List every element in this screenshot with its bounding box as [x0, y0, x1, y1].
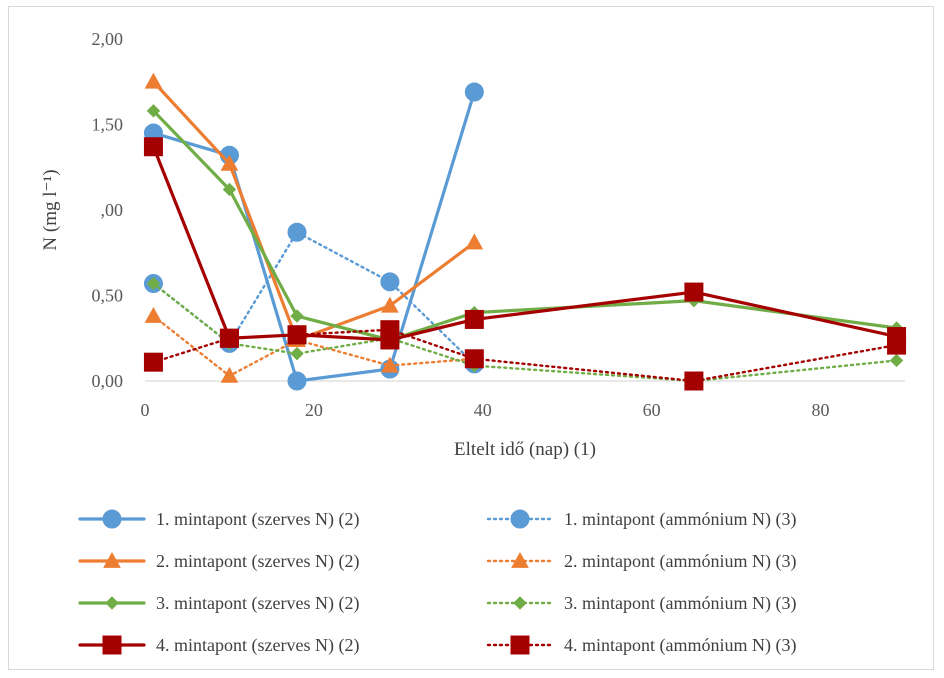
legend-label: 1. mintapont (szerves N) (2)	[156, 509, 359, 530]
x-tick-label: 0	[141, 400, 150, 420]
data-point	[222, 182, 237, 197]
data-point	[464, 309, 484, 329]
x-tick-label: 60	[643, 400, 661, 420]
legend-label: 2. mintapont (szerves N) (2)	[156, 551, 359, 572]
plot-area	[143, 72, 907, 391]
y-tick-label: 2,00	[92, 29, 124, 49]
legend-marker	[510, 509, 530, 529]
legend-item: 3. mintapont (szerves N) (2)	[78, 593, 359, 614]
legend-marker	[103, 551, 121, 568]
series-line	[152, 328, 898, 383]
legend-label: 2. mintapont (ammónium N) (3)	[564, 551, 796, 572]
data-point	[464, 349, 484, 369]
legend-label: 4. mintapont (szerves N) (2)	[156, 635, 359, 656]
y-tick-label: 0,50	[92, 286, 124, 306]
data-point	[287, 222, 307, 242]
legend-item: 1. mintapont (ammónium N) (3)	[486, 509, 796, 530]
legend-marker	[102, 509, 122, 529]
data-point	[219, 328, 239, 348]
series-line	[151, 109, 899, 342]
legend-item: 4. mintapont (szerves N) (2)	[78, 635, 359, 656]
data-point	[684, 371, 704, 391]
y-tick-label: 0,00	[92, 371, 124, 391]
data-point	[287, 325, 307, 345]
series-line	[152, 282, 898, 383]
data-point	[146, 104, 161, 118]
data-point	[144, 306, 163, 323]
data-point	[287, 371, 307, 391]
series-line	[151, 80, 476, 342]
data-point	[887, 335, 907, 355]
data-point	[381, 356, 399, 373]
data-point	[464, 82, 484, 102]
legend-item: 2. mintapont (szerves N) (2)	[78, 551, 359, 572]
x-tick-label: 80	[812, 400, 830, 420]
data-point	[684, 282, 704, 302]
legend-label: 3. mintapont (ammónium N) (3)	[564, 593, 796, 614]
x-tick-label: 20	[305, 400, 323, 420]
y-axis-title: N (mg l⁻¹)	[40, 169, 61, 250]
legend-marker	[511, 551, 529, 568]
data-point	[220, 366, 239, 383]
chart-frame	[8, 6, 934, 670]
y-tick-label: 1,50	[92, 115, 124, 135]
legend-item: 4. mintapont (ammónium N) (3)	[486, 635, 796, 656]
data-point	[290, 346, 304, 361]
series-line	[152, 314, 476, 378]
series-2	[143, 222, 484, 374]
legend-item: 1. mintapont (szerves N) (2)	[78, 509, 359, 530]
legend-marker	[105, 596, 119, 610]
legend-item: 2. mintapont (ammónium N) (3)	[486, 551, 796, 572]
data-point	[290, 309, 304, 323]
y-tick-labels: 0,00 0,50 ,00 1,50 2,00	[92, 29, 124, 391]
data-point	[889, 353, 904, 368]
data-point	[380, 320, 400, 340]
x-tick-labels: 0 20 40 60 80	[141, 400, 830, 420]
data-point	[146, 276, 161, 291]
x-axis-title: Eltelt idő (nap) (1)	[454, 439, 596, 460]
y-tick-label: ,00	[101, 200, 124, 220]
legend-marker	[513, 596, 527, 610]
series-3	[144, 72, 484, 347]
legend-marker	[102, 635, 122, 655]
legend-label: 1. mintapont (ammónium N) (3)	[564, 509, 796, 530]
series-6	[146, 276, 904, 388]
data-point	[465, 233, 484, 250]
data-point	[380, 272, 400, 292]
series-8	[143, 320, 907, 391]
series-5	[146, 104, 904, 347]
data-point	[143, 137, 163, 157]
data-point	[220, 154, 239, 171]
data-point	[381, 296, 399, 313]
data-point	[143, 352, 163, 372]
legend-item: 3. mintapont (ammónium N) (3)	[486, 593, 796, 614]
legend-label: 4. mintapont (ammónium N) (3)	[564, 635, 796, 656]
legend-label: 3. mintapont (szerves N) (2)	[156, 593, 359, 614]
legend: 1. mintapont (szerves N) (2) 1. mintapont…	[78, 509, 796, 656]
legend-marker	[510, 635, 530, 655]
x-tick-label: 40	[474, 400, 492, 420]
data-point	[144, 72, 163, 89]
